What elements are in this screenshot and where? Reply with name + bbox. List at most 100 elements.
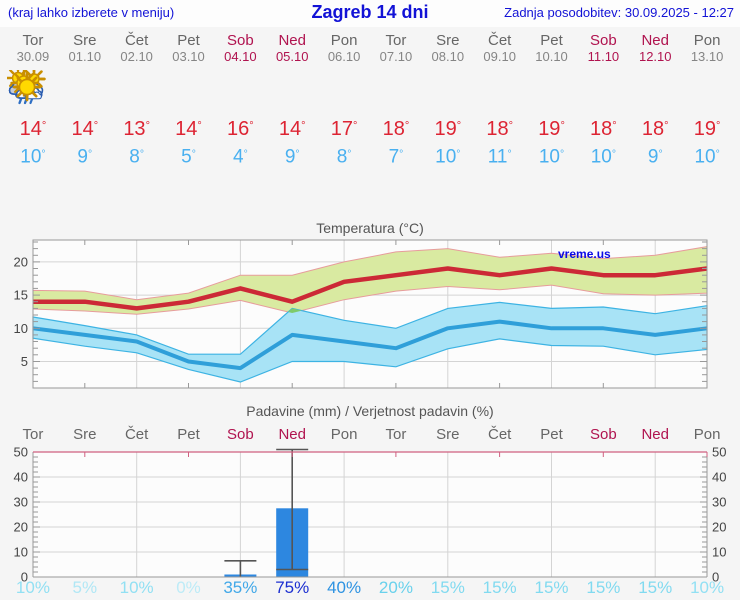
precip-probability-row: 10% 5% 10% 0% 35% 75% 40% 20% 15% 15% 15% 15% 15% 10% <box>7 577 733 598</box>
day-max-temp: 19° <box>538 118 565 141</box>
day-min-temp: 4° <box>232 146 248 168</box>
precip-day-label: Ned <box>278 426 306 443</box>
day-name: Tor <box>385 32 407 49</box>
temp-min-line <box>32 319 708 371</box>
precip-day-label: Ned <box>641 426 669 443</box>
day-name: Sob <box>590 32 617 49</box>
svg-text:30: 30 <box>14 495 28 510</box>
precip-day-label: Pet <box>540 426 563 443</box>
sun-rain-icon <box>7 64 318 112</box>
day-date: 04.10 <box>224 49 257 64</box>
partly-cloudy-icon <box>8 64 111 112</box>
svg-text:15: 15 <box>14 288 28 303</box>
temp-max-line <box>33 266 708 311</box>
svg-text:20: 20 <box>14 254 28 269</box>
precipitation-chart: 0 0 10 10 20 20 30 30 40 40 50 50 <box>14 445 727 585</box>
svg-text:0: 0 <box>712 570 719 585</box>
precip-probability: 0% <box>176 578 201 597</box>
day-name: Sre <box>436 32 460 49</box>
temperature-chart-title: Temperatura (°C) <box>316 220 424 236</box>
day-column: Sre 01.10 14° 9° <box>8 32 111 170</box>
day-date: 13.10 <box>690 49 724 64</box>
sunny-icon <box>12 64 681 112</box>
svg-text:0: 0 <box>21 570 28 585</box>
day-column: Pet 03.10 14° 5° <box>12 32 215 170</box>
precip-day-label: Čet <box>487 426 512 443</box>
precip-probability: 15% <box>534 578 569 597</box>
day-name: Pet <box>177 32 200 49</box>
day-min-temp: 10° <box>694 146 720 168</box>
day-column: Pet 10.10 19° 10° <box>12 32 578 170</box>
precip-day-label: Sre <box>73 426 97 443</box>
partly-cloudy-icon <box>8 64 370 112</box>
precipitation-chart-title: Padavine (mm) / Verjetnost padavin (%) <box>246 403 494 419</box>
day-date: 09.10 <box>483 49 516 64</box>
day-name: Pon <box>693 32 721 49</box>
page-title: Zagreb 14 dni <box>311 2 429 22</box>
day-date: 10.10 <box>535 49 568 64</box>
day-min-temp: 8° <box>129 146 145 168</box>
day-min-temp: 10° <box>20 146 46 168</box>
svg-text:50: 50 <box>712 445 726 460</box>
day-column: Sob 11.10 18° 10° <box>12 32 629 170</box>
svg-text:10: 10 <box>14 321 28 336</box>
temp-band-overlap <box>288 308 302 313</box>
day-min-temp: 9° <box>647 146 663 168</box>
forecast-grid: Tor 30.09 14° 10° Sre 01.10 14° 9° Čet 02.10 13° 8°… <box>7 32 733 170</box>
day-date: 12.10 <box>638 49 672 64</box>
day-date: 01.10 <box>68 49 102 64</box>
precip-day-label: Pon <box>693 426 721 443</box>
menu-hint-text: (kraj lahko izberete v meniju) <box>8 5 175 20</box>
precip-probability: 10% <box>15 578 50 597</box>
precip-day-label: Sre <box>436 426 460 443</box>
day-column: Čet 02.10 13° 8° <box>8 32 163 170</box>
day-min-temp: 9° <box>284 146 300 168</box>
day-max-temp: 19° <box>434 118 462 141</box>
day-date: 02.10 <box>120 49 153 64</box>
precip-whisker <box>224 560 257 577</box>
day-name: Pet <box>540 32 563 49</box>
precip-probability: 15% <box>430 578 465 597</box>
watermark-link[interactable]: vreme.us <box>558 247 611 261</box>
day-name: Čet <box>487 32 512 49</box>
day-name: Ned <box>278 32 306 49</box>
day-max-temp: 14° <box>175 118 202 141</box>
svg-text:20: 20 <box>14 520 28 535</box>
temp-axis-ticks <box>33 240 708 389</box>
svg-text:10: 10 <box>14 545 28 560</box>
day-name: Sre <box>73 32 97 49</box>
day-date: 07.10 <box>379 49 413 64</box>
mostly-sunny-icon <box>10 64 422 112</box>
day-name: Pon <box>330 32 358 49</box>
last-update-text: Zadnja posodobitev: 30.09.2025 - 12:27 <box>504 5 734 20</box>
precip-axis-ticks <box>33 452 708 573</box>
day-max-temp: 18° <box>382 118 410 141</box>
day-column: Ned 12.10 18° 9° <box>12 32 681 170</box>
precip-probability: 10% <box>690 578 725 597</box>
day-max-temp: 17° <box>330 118 358 141</box>
day-min-temp: 9° <box>77 146 93 168</box>
day-name: Čet <box>124 32 149 49</box>
precip-probability: 20% <box>378 578 413 597</box>
precip-whisker <box>276 448 309 571</box>
svg-text:5: 5 <box>21 354 28 369</box>
day-min-temp: 10° <box>590 146 617 168</box>
sunny-icon <box>12 64 578 112</box>
precip-frame <box>32 451 708 578</box>
day-column: Ned 05.10 14° 9° <box>7 32 318 170</box>
day-max-temp: 13° <box>123 118 150 141</box>
day-min-temp: 11° <box>487 146 512 168</box>
precip-probability: 75% <box>275 578 310 597</box>
day-date: 03.10 <box>172 49 205 64</box>
day-max-temp: 18° <box>641 118 669 141</box>
day-max-temp: 14° <box>19 118 47 141</box>
precip-day-label: Čet <box>124 426 149 443</box>
day-min-temp: 10° <box>538 146 565 168</box>
day-column: Pon 06.10 17° 8° <box>8 32 370 170</box>
svg-text:10: 10 <box>712 545 726 560</box>
day-name: Tor <box>22 32 44 49</box>
precip-probability: 15% <box>482 578 517 597</box>
day-name: Ned <box>641 32 669 49</box>
svg-text:40: 40 <box>14 470 28 485</box>
day-date: 08.10 <box>431 49 465 64</box>
